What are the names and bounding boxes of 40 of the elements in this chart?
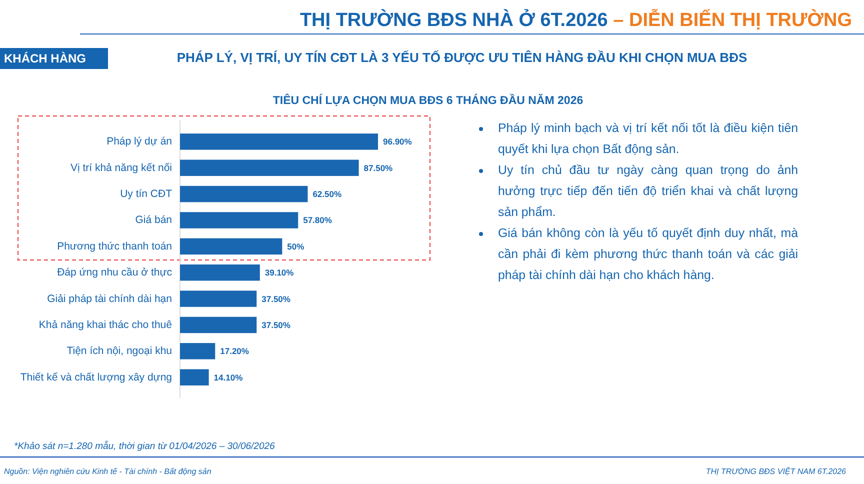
text: THỊ TRƯỜNG BĐS NHÀ Ở 6T.2026 – DIỄN BIẾN THỊ TRƯỜNG [300,8,852,31]
y-tick-label: Pháp lý dự án [106,136,172,148]
y-tick-label: Phương thức thanh toán [57,240,172,252]
bar [180,160,359,176]
bar [180,238,282,255]
text: TIÊU CHÍ LỰA CHỌN MUA BĐS 6 THÁNG ĐẦU NĂM 2026 [272,93,584,107]
data-label: 39.10% [264,268,294,278]
bar [180,316,257,334]
text: THỊ TRƯỜNG BĐS VIỆT NAM 6T.2026 [706,467,847,476]
data-label: 37.50% [262,320,291,330]
data-label: 50% [287,241,305,252]
text: Pháp lý minh bạch và vị trí kết nối tốt là điều kiện tiên quyết khi lựa chọn Bất động sản. [498,120,798,158]
text: Giá bán không còn là yếu tố quyết định duy nhất, mà cần phải đi kèm phương thức thanh toán và các giải pháp tài chính dài hạn cho khách hàng. [498,225,798,284]
y-tick-label: Giá bán [135,214,172,226]
bar [180,186,308,202]
data-label: 14.10% [214,372,244,382]
text: *Khảo sát n=1.280 mẫu, thời gian từ 01/04/2026 – 30/06/2026 [14,440,276,452]
bar [180,343,216,360]
data-label: 62.50% [312,189,342,200]
data-label: 96.90% [383,136,412,147]
y-tick-label: Giải pháp tài chính dài hạn [47,292,172,305]
bar [180,290,257,307]
text: KHÁCH HÀNG [4,52,86,66]
data-label: 17.20% [220,346,250,356]
data-label: 37.50% [262,294,291,304]
data-label: 57.80% [303,215,332,226]
y-tick-label: Uy tín CĐT [120,188,173,200]
y-tick-label: Thiết kế và chất lượng xây dựng [20,371,172,384]
text: Nguồn: Viện nghiên cứu Kinh tế - Tài chính - Bất động sản [4,467,212,476]
data-label: 87.50% [364,162,394,173]
y-tick-label: Khả năng khai thác cho thuê [38,318,172,331]
bar [180,212,298,228]
bar [180,134,378,150]
text: PHÁP LÝ, VỊ TRÍ, UY TÍN CĐT LÀ 3 YẾU TỐ ĐƯỢC ƯU TIÊN HÀNG ĐẦU KHI CHỌN MUA BĐS [176,50,748,65]
bar [180,264,260,281]
y-tick-label: Tiện ích nội, ngoại khu [66,345,172,358]
text: Uy tín chủ đầu tư ngày càng quan trọng do ảnh hưởng trực tiếp đến tiến độ triển khai và chất lượng sản phẩm. [498,162,798,221]
y-tick-label: Vị trí khả năng kết nối [70,162,172,174]
y-tick-label: Đáp ứng nhu cầu ở thực [57,266,172,279]
bar [180,369,209,386]
